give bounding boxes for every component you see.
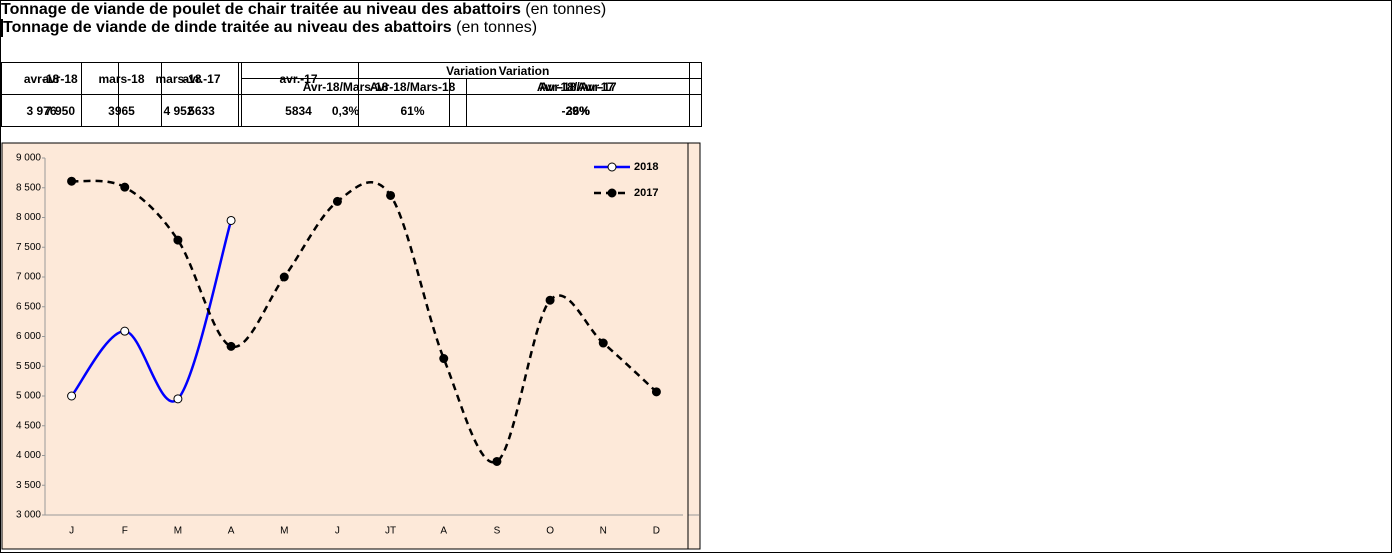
panel: Tonnage de viande de dinde traitée au ni… bbox=[1, 19, 691, 550]
y-tick-label: 4 500 bbox=[16, 420, 41, 431]
value-cell: 7 950 bbox=[1, 94, 119, 127]
unit: (en tonnes) bbox=[525, 1, 607, 18]
y-tick-label: 7 500 bbox=[16, 242, 41, 253]
legend-marker bbox=[607, 188, 617, 198]
data-point bbox=[651, 387, 661, 397]
value-cell: 61% bbox=[358, 94, 467, 127]
y-tick-label: 3 000 bbox=[16, 510, 41, 521]
y-tick-label: 9 000 bbox=[16, 153, 41, 164]
panel: Tonnage de viande de poulet de chair tra… bbox=[1, 1, 702, 550]
data-point bbox=[279, 272, 289, 282]
y-tick-label: 4 000 bbox=[16, 450, 41, 461]
x-tick-label: M bbox=[174, 526, 182, 537]
y-tick-label: 5 500 bbox=[16, 361, 41, 372]
subheader-cell: Avr-18/Avr-17 bbox=[466, 78, 690, 95]
y-tick-label: 7 000 bbox=[16, 272, 41, 283]
title-bar: Tonnage de viande de poulet de chair tra… bbox=[1, 1, 701, 19]
title: Tonnage de viande de poulet de chair tra… bbox=[1, 1, 521, 18]
x-tick-label: O bbox=[546, 526, 554, 537]
y-tick-label: 8 500 bbox=[16, 182, 41, 193]
title-bar: Tonnage de viande de dinde traitée au ni… bbox=[3, 19, 691, 37]
y-tick-label: 3 500 bbox=[16, 480, 41, 491]
x-tick-label: F bbox=[122, 526, 128, 537]
header-row: avr-18 mars-18 avr.-17 Variation bbox=[1, 62, 690, 95]
x-tick-label: A bbox=[440, 526, 447, 537]
data-point bbox=[332, 196, 342, 206]
y-tick-label: 6 000 bbox=[16, 331, 41, 342]
value-cell: 5834 bbox=[238, 94, 359, 127]
data-point bbox=[173, 235, 183, 245]
data-point bbox=[226, 341, 236, 351]
y-tick-label: 8 000 bbox=[16, 212, 41, 223]
data-point bbox=[492, 456, 502, 466]
data-point bbox=[120, 182, 130, 192]
x-tick-label: J bbox=[69, 526, 74, 537]
x-tick-label: J bbox=[335, 526, 340, 537]
data-point bbox=[386, 190, 396, 200]
y-tick-label: 5 000 bbox=[16, 391, 41, 402]
data-point bbox=[545, 295, 555, 305]
x-tick-label: N bbox=[600, 526, 607, 537]
value-cell: 36% bbox=[466, 94, 690, 127]
series-line bbox=[70, 220, 233, 403]
data-point bbox=[67, 391, 77, 401]
data-point bbox=[173, 394, 183, 404]
title: Tonnage de viande de dinde traitée au ni… bbox=[3, 19, 452, 36]
value-cell: 4 952 bbox=[118, 94, 239, 127]
summary-table: avr-18 mars-18 avr.-17 Variation Avr-18/Mars… bbox=[1, 62, 690, 127]
value-row: 7 950 4 952 5834 61% 36% bbox=[1, 94, 690, 127]
header-cell: avr.-17 bbox=[238, 62, 359, 95]
subheader-row: Avr-18/Mars-18 Avr-18/Avr-17 bbox=[2, 78, 690, 95]
x-tick-label: M bbox=[280, 526, 288, 537]
data-point bbox=[67, 176, 77, 186]
line-chart: 3 000 3 500 4 000 4 500 5 000 5 500 6 000 6 500… bbox=[1, 142, 689, 550]
data-point bbox=[226, 215, 236, 225]
legend-marker bbox=[607, 162, 617, 172]
chart-bg bbox=[1, 142, 689, 550]
x-tick-label: D bbox=[653, 526, 660, 537]
x-tick-label: S bbox=[494, 526, 501, 537]
header-cell: avr-18 bbox=[1, 62, 119, 95]
data-point bbox=[120, 326, 130, 336]
y-tick-label: 6 500 bbox=[16, 301, 41, 312]
subheader-cell: Avr-18/Mars-18 bbox=[358, 78, 467, 95]
legend-label: 2017 bbox=[634, 187, 658, 199]
variation-header: Variation bbox=[358, 62, 690, 79]
x-tick-label: JT bbox=[385, 526, 396, 537]
header-cell: mars-18 bbox=[118, 62, 239, 95]
x-tick-label: A bbox=[228, 526, 235, 537]
data-point bbox=[598, 338, 608, 348]
data-point bbox=[439, 354, 449, 364]
legend-label: 2018 bbox=[634, 161, 658, 173]
unit: (en tonnes) bbox=[456, 19, 538, 36]
